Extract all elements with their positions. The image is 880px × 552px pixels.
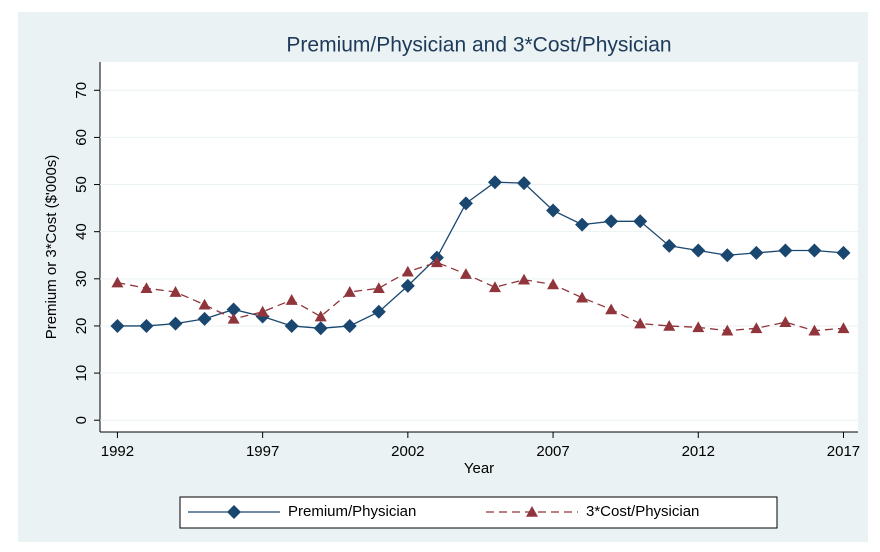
triangle-marker — [198, 298, 211, 310]
triangle-marker — [837, 322, 850, 334]
diamond-marker — [284, 318, 299, 333]
triangle-marker — [750, 322, 763, 334]
triangle-marker — [314, 310, 327, 322]
y-tick-label: 70 — [73, 82, 90, 99]
y-tick-label: 60 — [73, 129, 90, 146]
triangle-marker — [634, 317, 647, 329]
diamond-marker — [778, 243, 793, 258]
diamond-marker — [487, 175, 502, 190]
triangle-marker — [285, 294, 298, 305]
triangle-marker — [605, 303, 618, 315]
triangle-marker — [372, 282, 385, 294]
triangle-marker — [808, 324, 821, 336]
triangle-marker — [227, 312, 240, 324]
diamond-marker — [749, 245, 764, 260]
diamond-marker — [342, 318, 357, 333]
diamond-marker — [691, 243, 706, 258]
legend-label: Premium/Physician — [288, 503, 416, 520]
y-tick-label: 30 — [73, 270, 90, 287]
triangle-marker — [518, 273, 531, 285]
diamond-marker — [517, 176, 532, 191]
y-tick-label: 20 — [73, 318, 90, 335]
plot-area — [100, 62, 858, 432]
y-tick-label: 0 — [73, 416, 90, 424]
triangle-marker — [111, 276, 124, 288]
diamond-marker — [575, 217, 590, 232]
diamond-marker — [110, 318, 125, 333]
diamond-marker — [371, 304, 386, 319]
x-tick-label: 2017 — [827, 443, 860, 460]
triangle-marker — [526, 506, 538, 517]
triangle-marker — [576, 291, 589, 303]
x-tick-label: 2002 — [391, 443, 424, 460]
triangle-marker — [401, 265, 414, 277]
triangle-marker — [430, 256, 443, 268]
x-tick-label: 2012 — [682, 443, 715, 460]
diamond-marker — [313, 321, 328, 336]
triangle-marker — [140, 282, 153, 294]
diamond-marker — [458, 196, 473, 211]
triangle-marker — [547, 278, 560, 290]
triangle-marker — [256, 305, 269, 317]
legend-label: 3*Cost/Physician — [586, 503, 699, 520]
diamond-marker — [633, 214, 648, 229]
diamond-marker — [227, 505, 241, 519]
triangle-marker — [692, 321, 705, 333]
x-tick-label: 2007 — [536, 443, 569, 460]
diamond-marker — [226, 302, 241, 317]
y-tick-label: 50 — [73, 176, 90, 193]
diamond-marker — [197, 311, 212, 326]
triangle-marker — [343, 286, 356, 297]
triangle-marker — [459, 268, 472, 279]
triangle-marker — [721, 324, 734, 336]
diamond-marker — [139, 318, 154, 333]
diamond-marker — [807, 243, 822, 258]
diamond-marker — [400, 278, 415, 293]
y-axis-label: Premium or 3*Cost ($'000s) — [43, 155, 60, 340]
triangle-marker — [488, 281, 501, 293]
x-axis-label: Year — [464, 460, 494, 477]
diamond-marker — [720, 248, 735, 263]
x-tick-label: 1992 — [101, 443, 134, 460]
diamond-marker — [836, 245, 851, 260]
diamond-marker — [546, 203, 561, 218]
diamond-marker — [662, 238, 677, 253]
triangle-marker — [169, 286, 182, 297]
diamond-marker — [604, 214, 619, 229]
triangle-marker — [663, 319, 676, 331]
y-tick-label: 10 — [73, 365, 90, 382]
x-tick-label: 1997 — [246, 443, 279, 460]
triangle-marker — [779, 316, 792, 327]
diamond-marker — [168, 316, 183, 331]
series-line — [117, 261, 844, 332]
y-tick-label: 40 — [73, 223, 90, 240]
chart-title: Premium/Physician and 3*Cost/Physician — [286, 34, 671, 57]
